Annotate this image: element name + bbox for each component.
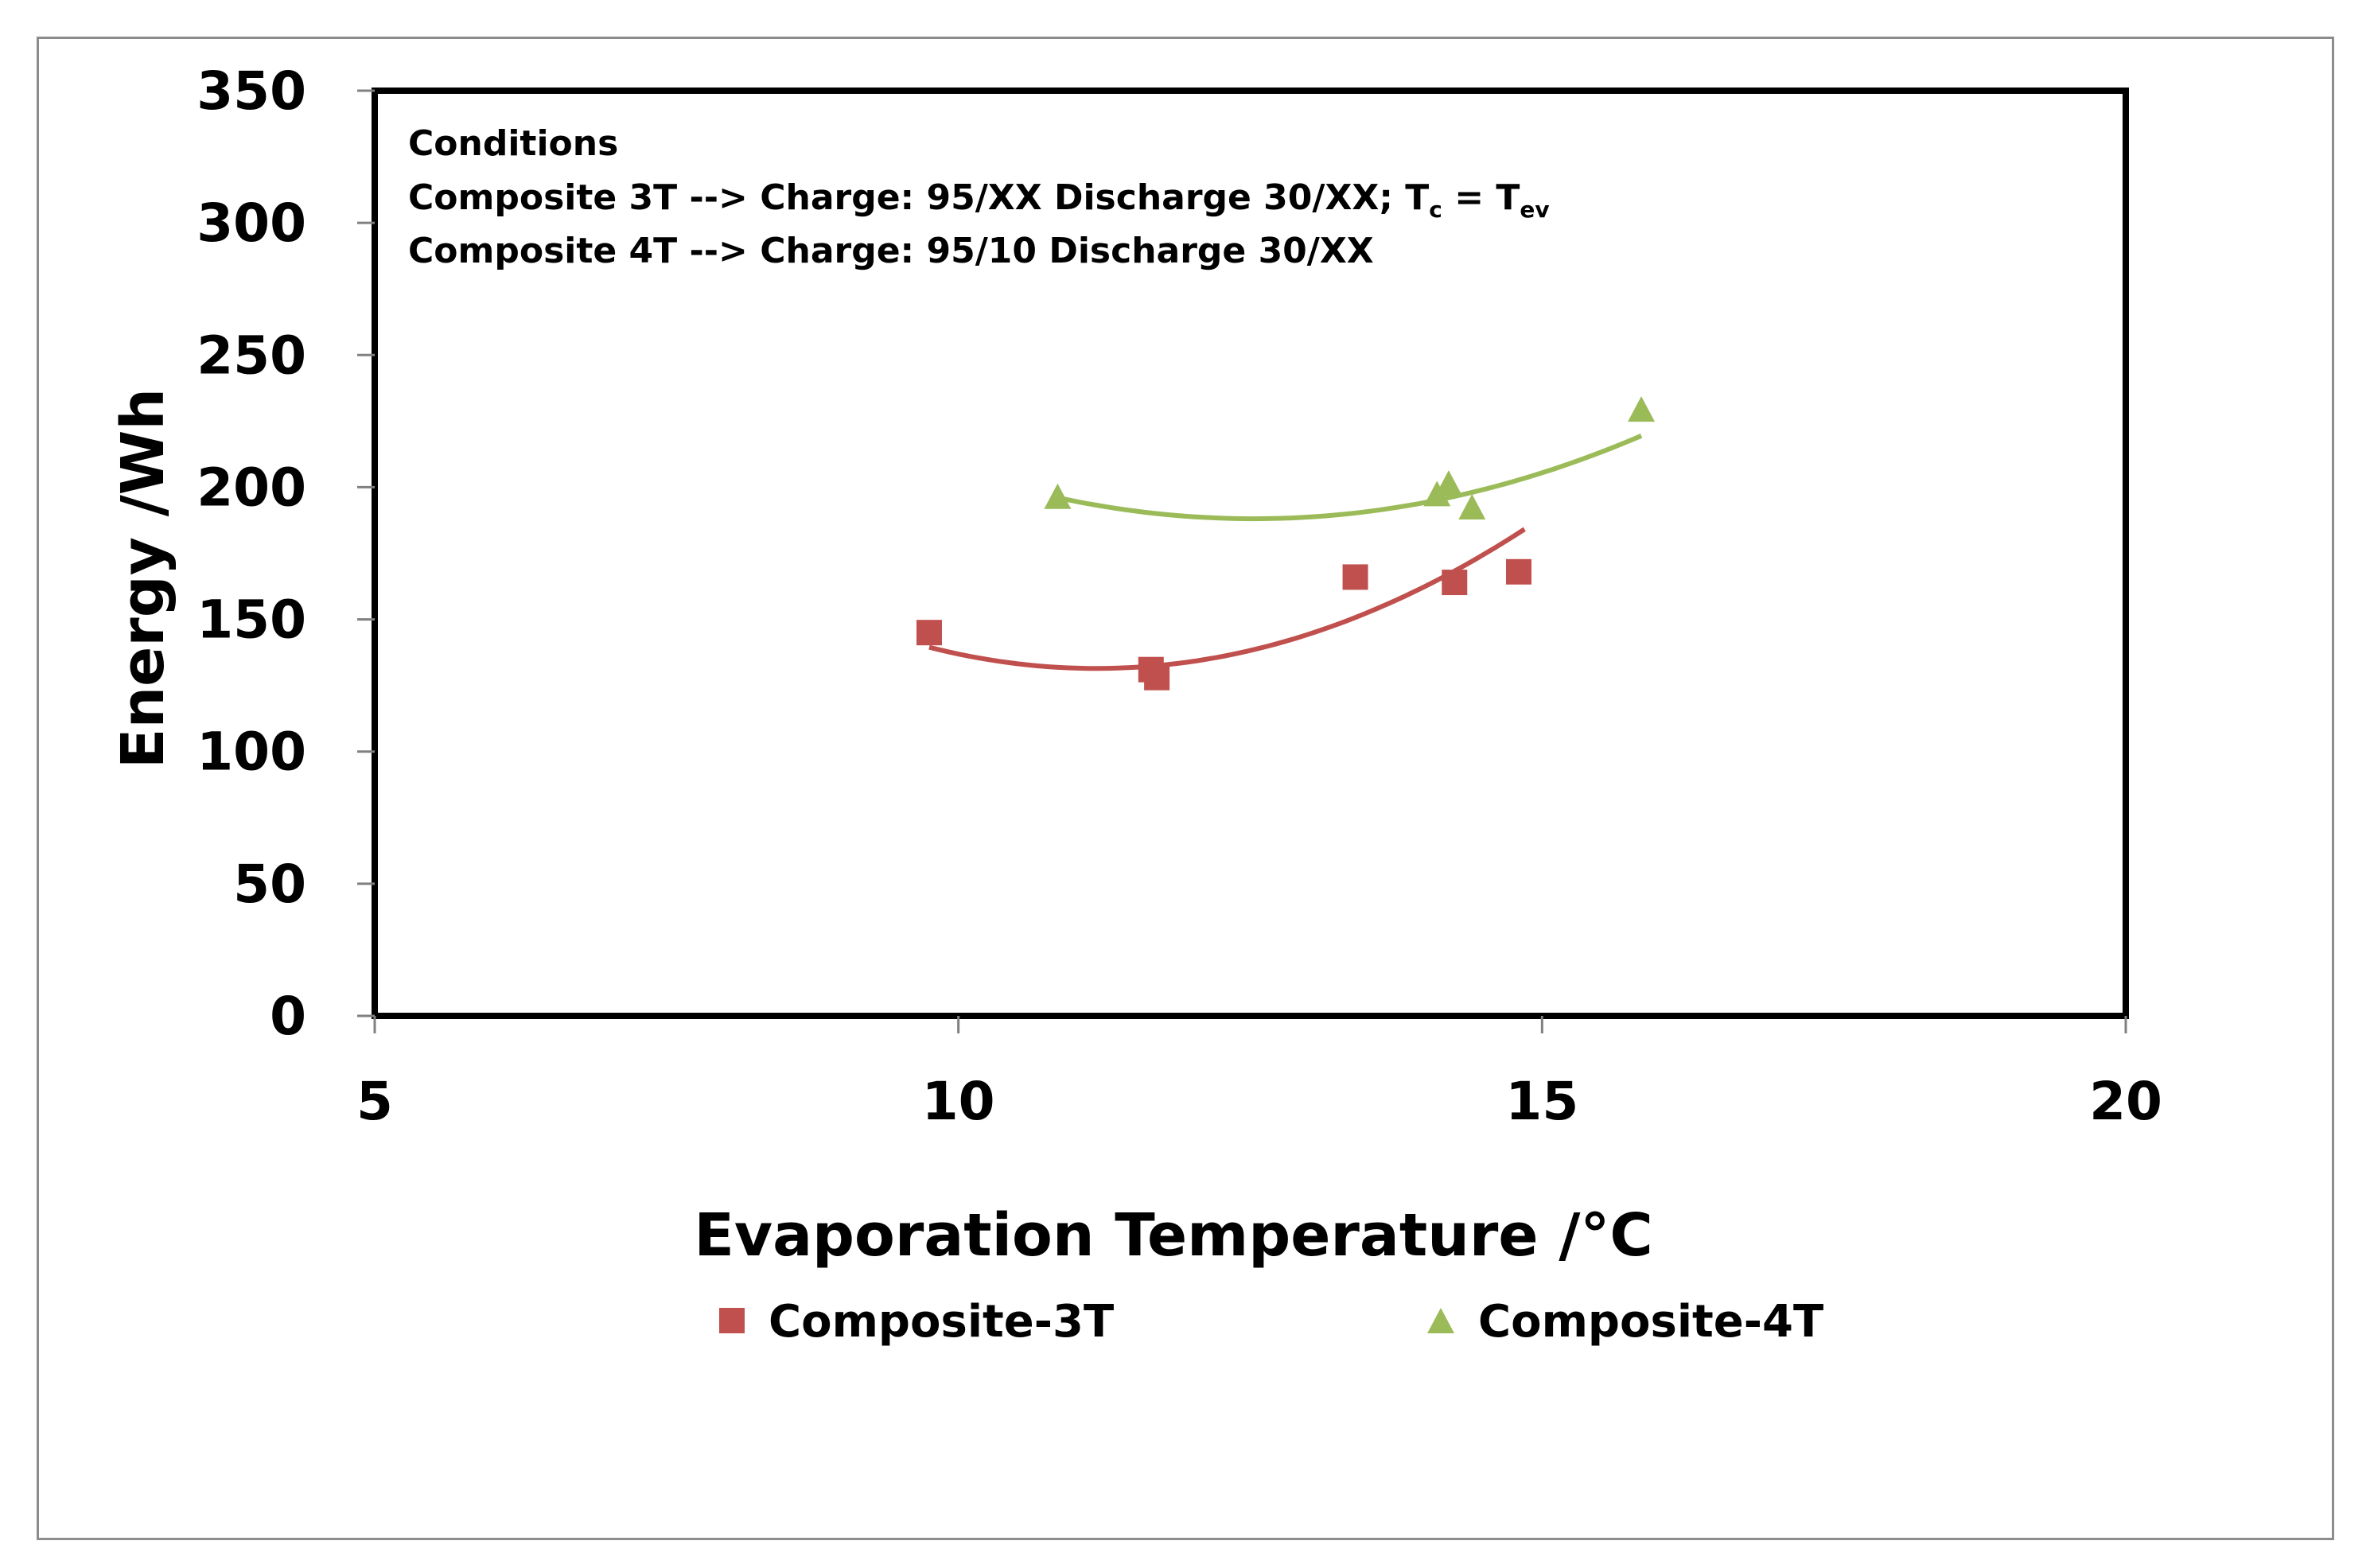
x-tick-label: 10 [922, 1071, 995, 1132]
conditions-line-1: Composite 3T --> Charge: 95/XX Discharge… [408, 177, 1550, 223]
y-tick-label: 100 [197, 722, 306, 783]
data-point-series-1 [1144, 664, 1170, 691]
legend-label-composite-3t: Composite-3T [769, 1296, 1114, 1348]
y-tick-label: 0 [270, 986, 306, 1047]
legend-label-composite-4t: Composite-4T [1478, 1296, 1823, 1348]
y-tick-label: 300 [197, 193, 306, 254]
y-tick-label: 250 [197, 325, 306, 386]
y-tick-label: 50 [233, 854, 306, 915]
trendline-series-1 [928, 527, 1526, 671]
data-point-series-1 [1505, 558, 1531, 585]
data-point-series-1 [1342, 564, 1368, 590]
data-point-series-2 [1044, 483, 1072, 509]
x-axis-title: Evaporation Temperature /°C [694, 1201, 1652, 1270]
conditions-line-2: Composite 4T --> Charge: 95/10 Discharge… [408, 231, 1374, 271]
plot-area [372, 88, 2129, 1019]
y-tick-label: 350 [197, 60, 306, 122]
legend-marker-composite-3t [719, 1308, 745, 1333]
legend-marker-composite-4t [1427, 1308, 1454, 1333]
conditions-line-1-eq: = T [1442, 177, 1520, 218]
y-tick-label: 150 [197, 589, 306, 651]
x-tick-label: 20 [2089, 1071, 2162, 1132]
data-point-series-1 [1442, 570, 1468, 596]
x-tick-label: 5 [356, 1071, 393, 1132]
legend: Composite-3T Composite-4T [719, 1296, 1823, 1348]
data-point-series-2 [1458, 494, 1486, 520]
conditions-heading: Conditions [408, 123, 618, 164]
conditions-annotation: Conditions Composite 3T --> Charge: 95/X… [408, 123, 1550, 271]
subscript-c: c [1429, 196, 1442, 223]
x-tick-label: 15 [1505, 1071, 1578, 1132]
data-point-series-1 [916, 620, 942, 646]
subscript-ev: ev [1520, 196, 1549, 223]
trendline-series-2 [1057, 434, 1643, 522]
y-tick-label: 200 [197, 457, 306, 518]
data-point-series-2 [1628, 396, 1656, 422]
data-point-series-2 [1434, 470, 1462, 496]
y-axis-title: Energy /Wh [109, 388, 177, 768]
conditions-line-1-text: Composite 3T --> Charge: 95/XX Discharge… [408, 177, 1429, 218]
